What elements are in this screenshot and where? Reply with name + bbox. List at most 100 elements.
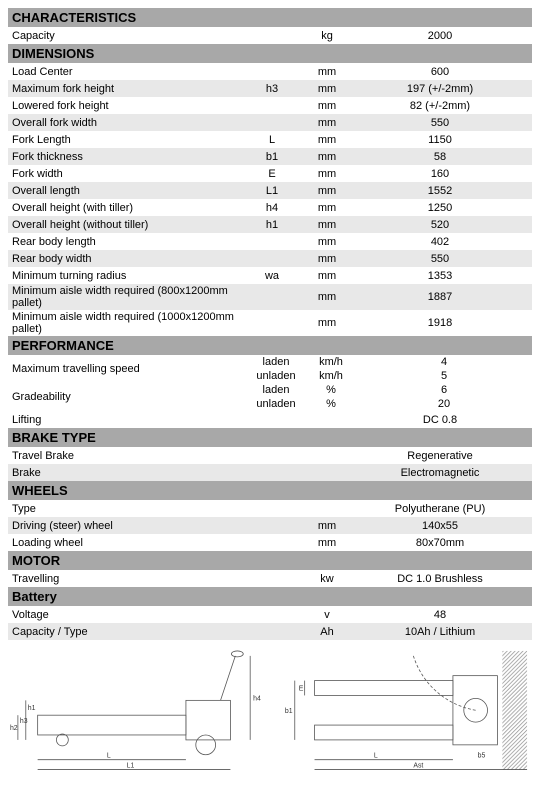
value: 1887 xyxy=(352,291,528,303)
label: Fork Length xyxy=(12,134,242,146)
diagram-top-view: b1 E L b5 Ast xyxy=(275,646,532,778)
section-header-characteristics: CHARACTERISTICS xyxy=(8,8,532,27)
row-lifting: Lifting DC 0.8 xyxy=(8,411,532,428)
value: Regenerative xyxy=(352,450,528,462)
unit: mm xyxy=(302,185,352,197)
symbol: laden xyxy=(246,384,306,396)
unit: mm xyxy=(302,520,352,532)
table-row: Lowered fork heightmm82 (+/-2mm) xyxy=(8,97,532,114)
value: 160 xyxy=(352,168,528,180)
symbol: unladen xyxy=(246,398,306,410)
diagrams-container: L L1 h2 h3 h1 h4 xyxy=(8,646,532,778)
unit: mm xyxy=(302,151,352,163)
unit: kg xyxy=(302,30,352,42)
value: 1353 xyxy=(352,270,528,282)
dim-h3: h3 xyxy=(20,718,28,725)
label: Rear body length xyxy=(12,236,242,248)
unit: mm xyxy=(302,291,352,303)
dim-L-top: L xyxy=(374,753,378,760)
value: Polyutherane (PU) xyxy=(352,503,528,515)
value: 82 (+/-2mm) xyxy=(352,100,528,112)
table-row: Travel Brake Regenerative xyxy=(8,447,532,464)
table-row: Capacity / TypeAh10Ah / Lithium xyxy=(8,623,532,640)
section-header-wheels: WHEELS xyxy=(8,481,532,500)
value: 10Ah / Lithium xyxy=(352,626,528,638)
label: Capacity / Type xyxy=(12,626,242,638)
dim-L: L xyxy=(107,753,111,760)
label: Brake xyxy=(12,467,242,479)
unit: % xyxy=(306,384,356,396)
section-header-performance: PERFORMANCE xyxy=(8,336,532,355)
dim-h1: h1 xyxy=(28,705,36,712)
label: Overall length xyxy=(12,185,242,197)
table-row: Voltagev48 xyxy=(8,606,532,623)
table-row: Minimum aisle width required (1000x1200m… xyxy=(8,310,532,336)
unit: mm xyxy=(302,270,352,282)
table-row: Overall lengthL1mm1552 xyxy=(8,182,532,199)
row-capacity: Capacity kg 2000 xyxy=(8,27,532,44)
value: 1150 xyxy=(352,134,528,146)
value: 2000 xyxy=(352,30,528,42)
unit: mm xyxy=(302,236,352,248)
symbol: E xyxy=(242,168,302,180)
dim-Ast: Ast xyxy=(413,763,423,770)
label: Type xyxy=(12,503,242,515)
table-row: Loading wheel mm80x70mm xyxy=(8,534,532,551)
table-row: Rear body lengthmm402 xyxy=(8,233,532,250)
label: Travel Brake xyxy=(12,450,242,462)
label: Maximum fork height xyxy=(12,83,242,95)
table-row: Fork LengthLmm1150 xyxy=(8,131,532,148)
table-row: Overall height (without tiller)h1mm520 xyxy=(8,216,532,233)
table-row: Brake Electromagnetic xyxy=(8,464,532,481)
unit: mm xyxy=(302,100,352,112)
value: 197 (+/-2mm) xyxy=(352,83,528,95)
value: 20 xyxy=(356,398,532,410)
table-row: Type Polyutherane (PU) xyxy=(8,500,532,517)
label: Capacity xyxy=(12,30,242,42)
label: Fork thickness xyxy=(12,151,242,163)
unit: mm xyxy=(302,66,352,78)
value: DC 0.8 xyxy=(352,414,528,426)
table-row: TravellingkwDC 1.0 Brushless xyxy=(8,570,532,587)
value: 600 xyxy=(352,66,528,78)
dim-b1: b1 xyxy=(285,708,293,715)
symbol: wa xyxy=(242,270,302,282)
table-row: Fork widthEmm160 xyxy=(8,165,532,182)
unit: mm xyxy=(302,317,352,329)
table-row: Minimum aisle width required (800x1200mm… xyxy=(8,284,532,310)
table-row: Overall fork widthmm550 xyxy=(8,114,532,131)
value: Electromagnetic xyxy=(352,467,528,479)
label: Minimum aisle width required (800x1200mm… xyxy=(12,285,242,309)
table-row: Fork thicknessb1mm58 xyxy=(8,148,532,165)
unit: % xyxy=(306,398,356,410)
table-row: Rear body widthmm550 xyxy=(8,250,532,267)
value: 80x70mm xyxy=(352,537,528,549)
label: Maximum travelling speed xyxy=(8,355,246,383)
symbol: unladen xyxy=(246,370,306,382)
label: Minimum aisle width required (1000x1200m… xyxy=(12,311,242,335)
section-header-motor: MOTOR xyxy=(8,551,532,570)
value: 6 xyxy=(356,384,532,396)
value: 1552 xyxy=(352,185,528,197)
symbol: h3 xyxy=(242,83,302,95)
row-gradeability: Gradeability laden%6 unladen%20 xyxy=(8,383,532,411)
label: Loading wheel xyxy=(12,537,242,549)
symbol: b1 xyxy=(242,151,302,163)
label: Overall height (without tiller) xyxy=(12,219,242,231)
symbol: h4 xyxy=(242,202,302,214)
unit: mm xyxy=(302,219,352,231)
row-max-speed: Maximum travelling speed ladenkm/h4 unla… xyxy=(8,355,532,383)
label: Driving (steer) wheel xyxy=(12,520,242,532)
label: Travelling xyxy=(12,573,242,585)
unit: mm xyxy=(302,253,352,265)
label: Overall fork width xyxy=(12,117,242,129)
section-header-dimensions: DIMENSIONS xyxy=(8,44,532,63)
table-row: Overall height (with tiller)h4mm1250 xyxy=(8,199,532,216)
table-row: Maximum fork heighth3mm197 (+/-2mm) xyxy=(8,80,532,97)
unit: mm xyxy=(302,537,352,549)
value: 5 xyxy=(356,370,532,382)
unit: kw xyxy=(302,573,352,585)
value: 140x55 xyxy=(352,520,528,532)
symbol: laden xyxy=(246,356,306,368)
unit: mm xyxy=(302,168,352,180)
